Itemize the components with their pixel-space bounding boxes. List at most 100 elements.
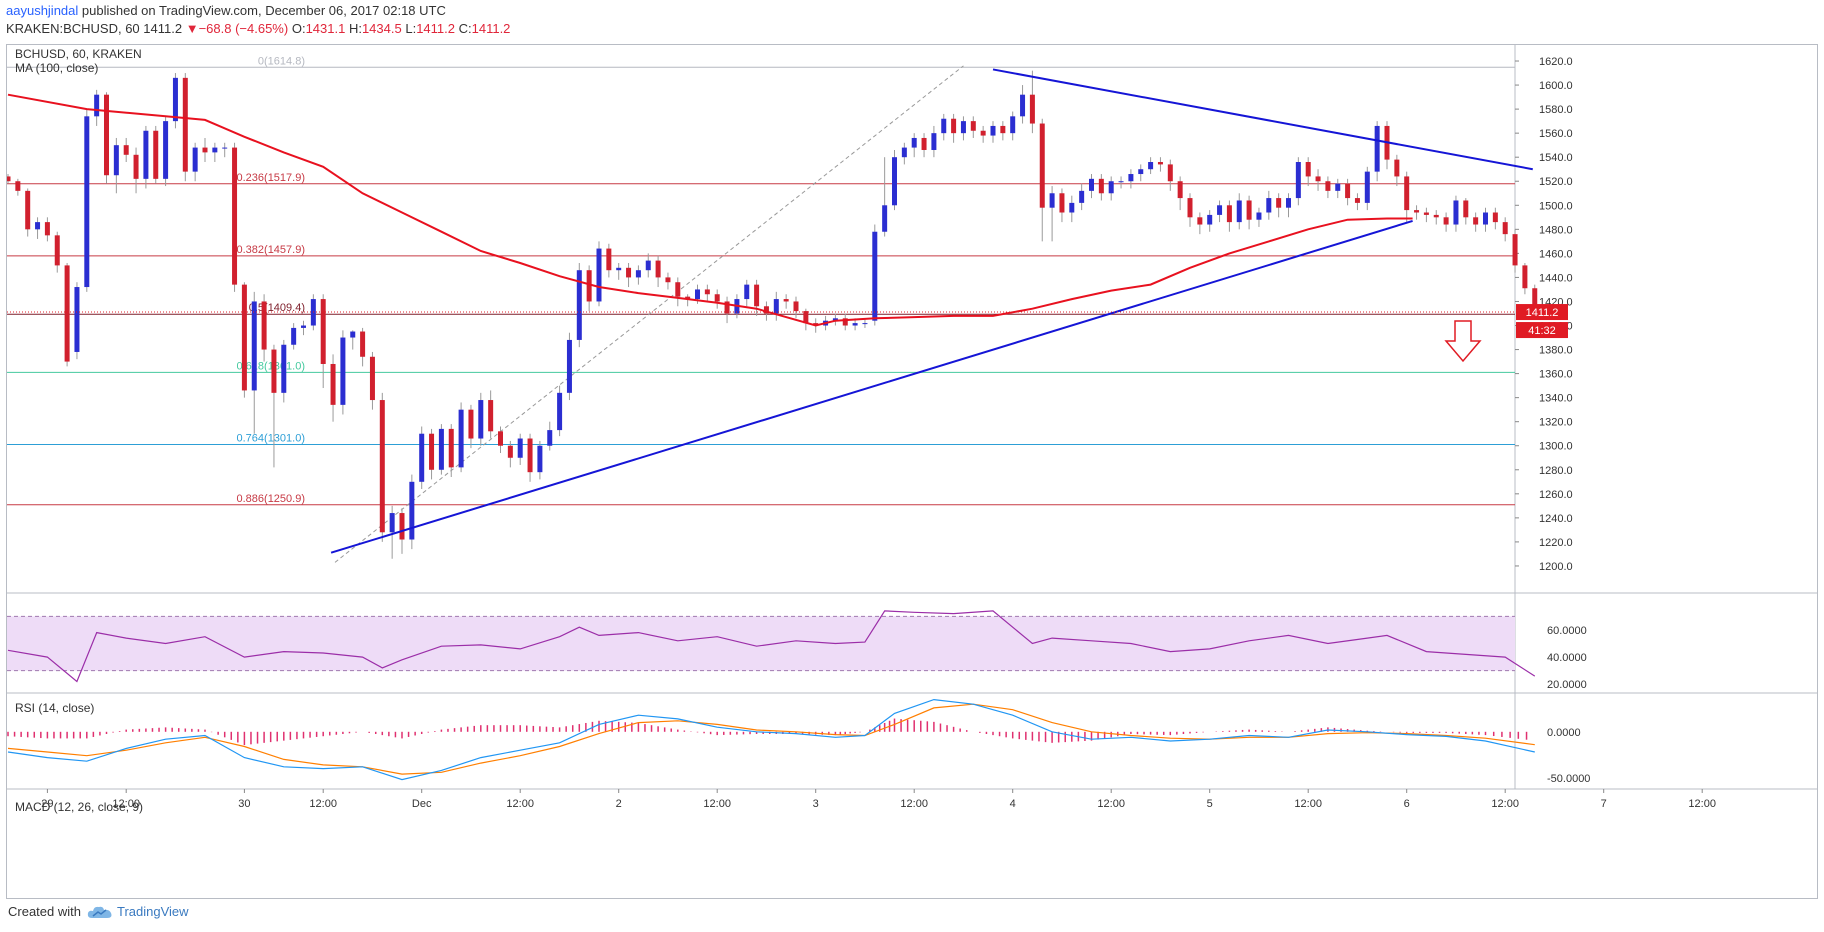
tradingview-brand[interactable]: TradingView <box>87 904 189 919</box>
candle-bullish <box>458 409 464 468</box>
candle-bullish <box>596 248 602 302</box>
candle-bullish <box>1286 198 1291 208</box>
candle-bullish <box>960 121 966 134</box>
candle-bearish <box>54 235 60 266</box>
candle-bearish <box>1463 200 1469 218</box>
candle-bearish <box>1502 222 1508 235</box>
candle-bearish <box>399 513 405 540</box>
candle-bullish <box>1049 193 1055 208</box>
candle-bullish <box>645 260 651 271</box>
low-label: L: <box>405 21 417 36</box>
candle-bullish <box>990 125 996 136</box>
candle-bullish <box>222 147 228 149</box>
candle-bullish <box>438 428 444 470</box>
candle-bearish <box>182 77 188 172</box>
fib-level-label: 0.886(1250.9) <box>237 493 306 505</box>
close-label: C: <box>458 21 472 36</box>
y-axis-tick-label: 1360.0 <box>1539 369 1573 381</box>
symbol-label: KRAKEN:BCHUSD, 60 <box>6 21 140 36</box>
candle-bearish <box>241 284 247 391</box>
candle-bearish <box>330 363 336 405</box>
candle-bullish <box>1256 212 1262 220</box>
fib-level-label: 0(1614.8) <box>258 55 305 67</box>
candle-bullish <box>566 339 572 393</box>
candle-bearish <box>813 323 819 326</box>
candle-bearish <box>153 130 159 179</box>
candle-bullish <box>557 392 563 431</box>
candle-bearish <box>921 137 927 150</box>
candle-bullish <box>478 400 484 439</box>
rsi-line <box>7 610 1536 683</box>
ma-legend: MA (100, close) <box>15 61 99 75</box>
low-value: 1411.2 <box>416 21 455 36</box>
candle-bearish <box>675 282 681 297</box>
candle-bearish <box>202 147 208 153</box>
candle-bullish <box>517 438 523 458</box>
candle-bullish <box>1089 178 1094 191</box>
main-panel-title: BCHUSD, 60, KRAKEN <box>15 47 142 61</box>
published-text: published on TradingView.com, December 0… <box>78 3 446 18</box>
candle-bullish <box>389 513 395 533</box>
candle-bearish <box>1187 198 1193 218</box>
y-axis-tick-label: 1320.0 <box>1539 417 1573 429</box>
x-axis-tick-label: 12:00 <box>309 798 337 810</box>
candle-bearish <box>714 294 720 302</box>
candle-bearish <box>626 267 632 278</box>
x-axis-tick-label: 4 <box>1010 798 1016 810</box>
y-axis-tick-label: 1380.0 <box>1539 345 1573 357</box>
candle-bullish <box>1128 174 1134 182</box>
candle-bearish <box>133 154 139 179</box>
candle-bullish <box>1108 181 1114 194</box>
candle-bullish <box>1364 171 1370 203</box>
x-axis-tick-label: 12:00 <box>1688 798 1716 810</box>
candle-bullish <box>1118 181 1124 183</box>
open-label: O: <box>291 21 306 36</box>
x-axis-tick-label: 5 <box>1207 798 1213 810</box>
chart-canvas[interactable]: 1200.0 1220.0 1240.0 1260.0 1280.0 1300.0 1320… <box>5 45 1817 898</box>
candle-bullish <box>350 331 356 338</box>
y-axis-tick-label: 1500.0 <box>1539 200 1573 212</box>
x-axis-tick-label: Dec <box>412 798 432 810</box>
chart-frame[interactable]: 1200.0 1220.0 1240.0 1260.0 1280.0 1300.0 1320… <box>5 44 1818 899</box>
candle-bullish <box>931 133 937 150</box>
candle-bullish <box>1217 205 1223 215</box>
candle-bullish <box>1138 169 1144 175</box>
candle-bullish <box>35 222 41 230</box>
candle-bearish <box>1059 193 1065 213</box>
candle-bearish <box>1246 200 1252 220</box>
candle-bullish <box>291 327 297 345</box>
candle-bullish <box>744 284 750 300</box>
candle-bullish <box>1020 94 1026 117</box>
macd-panel-title: MACD (12, 26, close, 9) <box>15 800 144 814</box>
candle-bullish <box>1207 214 1213 225</box>
change-down-icon: ▼ <box>185 21 199 36</box>
candle-bullish <box>1453 200 1459 225</box>
candle-bearish <box>1029 94 1035 124</box>
candle-bearish <box>1157 162 1163 165</box>
candle-bullish <box>1295 162 1301 199</box>
candle-bearish <box>803 311 809 324</box>
candle-bearish <box>15 181 21 191</box>
trendline <box>330 219 1413 554</box>
macd-signal-line <box>7 703 1535 775</box>
x-axis-tick-label: 7 <box>1601 798 1607 810</box>
candle-bearish <box>763 306 769 314</box>
change-value: −68.8 (−4.65%) <box>198 21 289 36</box>
candle-bullish <box>251 301 257 391</box>
y-axis-tick-label: 1340.0 <box>1539 393 1573 405</box>
candle-bearish <box>1325 181 1331 191</box>
candle-bearish <box>25 190 31 230</box>
candle-bearish <box>507 445 513 458</box>
candle-bullish <box>340 337 346 405</box>
y-axis-tick-label: 1260.0 <box>1539 489 1573 501</box>
y-axis-tick-label: 1560.0 <box>1539 128 1573 140</box>
x-axis-tick-label: 12:00 <box>1294 798 1322 810</box>
candle-bearish <box>498 431 503 446</box>
candle-bullish <box>143 130 149 179</box>
candle-bearish <box>1276 198 1282 208</box>
down-arrow-icon <box>1444 320 1482 363</box>
last-price-tag <box>1516 304 1568 321</box>
fib-level-label: 0.5(1409.4) <box>249 302 305 314</box>
x-axis-tick-label: 12:00 <box>1491 798 1519 810</box>
author-link[interactable]: aayushjindal <box>6 3 79 18</box>
